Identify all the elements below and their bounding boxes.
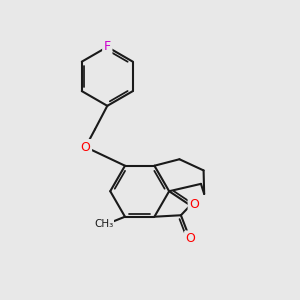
Text: O: O	[189, 198, 199, 211]
Text: O: O	[81, 141, 91, 154]
Text: F: F	[104, 40, 111, 53]
Text: CH₃: CH₃	[94, 219, 113, 229]
Text: O: O	[186, 232, 196, 245]
